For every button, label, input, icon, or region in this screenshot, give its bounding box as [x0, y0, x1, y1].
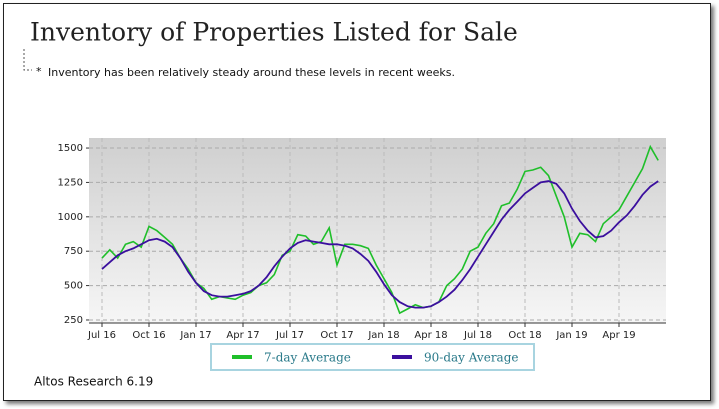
- x-tick-label: Jan 19: [555, 330, 587, 341]
- chart-title: Inventory of Properties Listed for Sale: [30, 18, 518, 47]
- y-tick-label: 250: [64, 315, 83, 326]
- slide: Inventory of Properties Listed for Sale …: [3, 3, 711, 401]
- x-tick-label: Apr 19: [602, 330, 635, 341]
- plot-area: [89, 138, 666, 323]
- bracket: [23, 49, 32, 71]
- x-tick-label: Oct 17: [320, 330, 353, 341]
- chart: Inventory of Properties Listed for Sale …: [23, 18, 666, 389]
- series-line: [101, 180, 659, 309]
- source: Altos Research 6.19: [34, 375, 153, 389]
- subtitle: Inventory has been relatively steady aro…: [48, 66, 455, 79]
- x-tick-label: Oct 16: [132, 330, 165, 341]
- y-tick-label: 1500: [58, 143, 83, 154]
- legend: [210, 343, 535, 371]
- y-tick-label: 500: [64, 281, 83, 292]
- x-tick-label: Jan 17: [179, 330, 211, 341]
- x-tick-label: Jul 17: [275, 330, 304, 341]
- x-tick-label: Oct 18: [508, 330, 541, 341]
- x-tick-label: Jul 18: [463, 330, 492, 341]
- x-tick-label: Jul 16: [87, 330, 116, 341]
- bullet: *: [36, 65, 42, 78]
- legend-label: 90-day Average: [424, 351, 519, 365]
- x-tick-label: Apr 18: [414, 330, 447, 341]
- y-tick-label: 1000: [58, 212, 83, 223]
- x-tick-label: Apr 17: [226, 330, 259, 341]
- legend-label: 7-day Average: [264, 351, 351, 365]
- y-tick-label: 750: [64, 246, 83, 257]
- x-tick-label: Jan 18: [367, 330, 399, 341]
- y-tick-label: 1250: [58, 177, 83, 188]
